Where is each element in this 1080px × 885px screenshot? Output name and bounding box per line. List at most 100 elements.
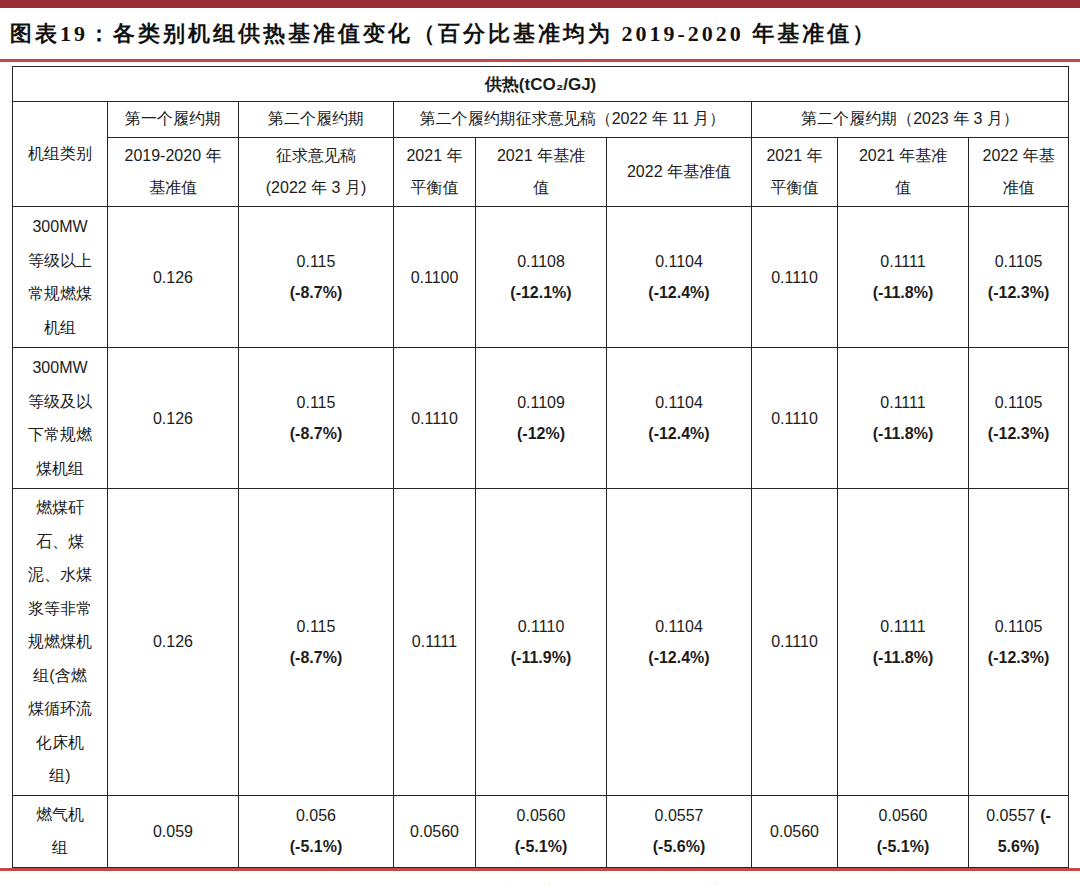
value-cell: 0.126 <box>108 489 239 796</box>
group-header-first-compliance-period: 第一个履约期 <box>108 102 239 138</box>
value-text: 0.1110 <box>756 626 833 657</box>
value-cell: 0.1110(-11.9%) <box>476 489 607 796</box>
value-cell: 0.1111(-11.8%) <box>838 207 969 348</box>
percent-text: (-12.4%) <box>611 418 747 449</box>
value-cell: 0.1108(-12.1%) <box>476 207 607 348</box>
percent-text: (-11.8%) <box>842 642 964 673</box>
unit-category-cell: 燃气机 组 <box>13 795 108 867</box>
value-cell: 0.056(-5.1%) <box>239 795 394 867</box>
value-cell: 0.1111(-11.8%) <box>838 348 969 489</box>
value-text: 0.059 <box>112 816 234 847</box>
percent-text: (-12.4%) <box>611 277 747 308</box>
value-text: 0.1108 <box>480 246 602 277</box>
value-text: 0.1104 <box>611 246 747 277</box>
value-cell: 0.059 <box>108 795 239 867</box>
value-text: 0.1110 <box>480 611 602 642</box>
table-caption: 供热(tCO₂/GJ) <box>13 67 1069 102</box>
value-cell: 0.126 <box>108 207 239 348</box>
title-divider-rule <box>0 59 1080 62</box>
value-cell: 0.1110 <box>752 489 838 796</box>
value-text: 0.1105 <box>973 387 1064 418</box>
value-cell: 0.1100 <box>394 207 476 348</box>
percent-text: (-8.7%) <box>243 642 389 673</box>
value-cell: 0.115(-8.7%) <box>239 348 394 489</box>
value-cell: 0.0560(-5.1%) <box>476 795 607 867</box>
value-text: 0.0560 <box>756 816 833 847</box>
percent-text: (-5.1%) <box>243 831 389 862</box>
value-cell: 0.0560 <box>752 795 838 867</box>
value-text: 0.1110 <box>756 403 833 434</box>
subheader-2021-balance: 2021 年 平衡值 <box>394 138 476 207</box>
subheader-2021-balance: 2021 年 平衡值 <box>752 138 838 207</box>
value-text: 0.1104 <box>611 387 747 418</box>
table-row: 燃气机 组 0.059 0.056(-5.1%) 0.0560 0.0560(-… <box>13 795 1069 867</box>
unit-category-cell: 300MW 等级及以 下常规燃 煤机组 <box>13 348 108 489</box>
subheader-draft-2022-03: 征求意见稿 (2022 年 3 月) <box>239 138 394 207</box>
value-text: 0.126 <box>112 262 234 293</box>
value-cell: 0.0560 <box>394 795 476 867</box>
value-cell: 0.1104(-12.4%) <box>607 348 752 489</box>
subheader-2022-baseline: 2022 年基 准值 <box>969 138 1069 207</box>
figure-title: 图表19：各类别机组供热基准值变化（百分比基准均为 2019-2020 年基准值… <box>0 8 1080 59</box>
percent-text: (-12.3%) <box>973 642 1064 673</box>
percent-text: (-11.8%) <box>842 277 964 308</box>
group-header-second-period-draft-2022-11: 第二个履约期征求意见稿（2022 年 11 月） <box>394 102 752 138</box>
value-cell: 0.1111 <box>394 489 476 796</box>
unit-category-cell: 燃煤矸 石、煤 泥、水煤 浆等非常 规燃煤机 组(含燃 煤循环流 化床机 组) <box>13 489 108 796</box>
percent-text: (-8.7%) <box>243 418 389 449</box>
value-text: 0.056 <box>243 800 389 831</box>
percent-text: (-12.1%) <box>480 277 602 308</box>
value-text: 0.126 <box>112 403 234 434</box>
value-text: 0.115 <box>243 246 389 277</box>
group-header-second-period-2023-03: 第二个履约期（2023 年 3 月） <box>752 102 1069 138</box>
value-text: 0.1105 <box>973 611 1064 642</box>
percent-text: (-5.6%) <box>611 831 747 862</box>
percent-text: (-12.4%) <box>611 642 747 673</box>
value-text: 0.1110 <box>398 403 471 434</box>
percent-text: (-12.3%) <box>973 277 1064 308</box>
value-text: 0.115 <box>243 387 389 418</box>
heating-baseline-table: 供热(tCO₂/GJ) 机组类别 第一个履约期 第二个履约期 第二个履约期征求意… <box>12 66 1069 868</box>
header-sub-row: 2019-2020 年 基准值 征求意见稿 (2022 年 3 月) 2021 … <box>13 138 1069 207</box>
value-text: 0.0557 <box>986 807 1035 824</box>
value-text: 0.1111 <box>842 611 964 642</box>
value-text: 0.0560 <box>480 800 602 831</box>
table-row: 300MW 等级及以 下常规燃 煤机组 0.126 0.115(-8.7%) 0… <box>13 348 1069 489</box>
value-cell: 0.1110 <box>394 348 476 489</box>
value-cell: 0.1110 <box>752 348 838 489</box>
value-text: 0.0560 <box>398 816 471 847</box>
table-row: 燃煤矸 石、煤 泥、水煤 浆等非常 规燃煤机 组(含燃 煤循环流 化床机 组) … <box>13 489 1069 796</box>
value-cell: 0.126 <box>108 348 239 489</box>
value-text: 0.1109 <box>480 387 602 418</box>
value-text: 0.1111 <box>398 626 471 657</box>
value-text: 0.1110 <box>756 262 833 293</box>
table-caption-row: 供热(tCO₂/GJ) <box>13 67 1069 102</box>
value-text: 0.1100 <box>398 262 471 293</box>
subheader-2021-baseline: 2021 年基准 值 <box>838 138 969 207</box>
value-text: 0.126 <box>112 626 234 657</box>
value-cell: 0.1104(-12.4%) <box>607 489 752 796</box>
value-cell: 0.1109(-12%) <box>476 348 607 489</box>
value-cell: 0.0560(-5.1%) <box>838 795 969 867</box>
value-cell: 0.115(-8.7%) <box>239 207 394 348</box>
value-text: 0.0560 <box>842 800 964 831</box>
value-text: 0.0557 <box>611 800 747 831</box>
percent-text: (-5.1%) <box>480 831 602 862</box>
percent-text: (-8.7%) <box>243 277 389 308</box>
percent-text: (-11.8%) <box>842 418 964 449</box>
subheader-2019-2020-baseline: 2019-2020 年 基准值 <box>108 138 239 207</box>
header-group-row: 机组类别 第一个履约期 第二个履约期 第二个履约期征求意见稿（2022 年 11… <box>13 102 1069 138</box>
value-cell: 0.0557(-5.6%) <box>607 795 752 867</box>
unit-category-cell: 300MW 等级以上 常规燃煤 机组 <box>13 207 108 348</box>
value-cell: 0.1110 <box>752 207 838 348</box>
percent-text: (-11.9%) <box>480 642 602 673</box>
corner-header-unit-category: 机组类别 <box>13 102 108 207</box>
table-row: 300MW 等级以上 常规燃煤 机组 0.126 0.115(-8.7%) 0.… <box>13 207 1069 348</box>
report-top-bar <box>0 0 1080 8</box>
group-header-second-compliance-period: 第二个履约期 <box>239 102 394 138</box>
value-cell: 0.0557(- 5.6%) <box>969 795 1069 867</box>
subheader-2022-baseline: 2022 年基准值 <box>607 138 752 207</box>
percent-text: (-12%) <box>480 418 602 449</box>
value-text: 0.1111 <box>842 387 964 418</box>
percent-text: (-5.1%) <box>842 831 964 862</box>
